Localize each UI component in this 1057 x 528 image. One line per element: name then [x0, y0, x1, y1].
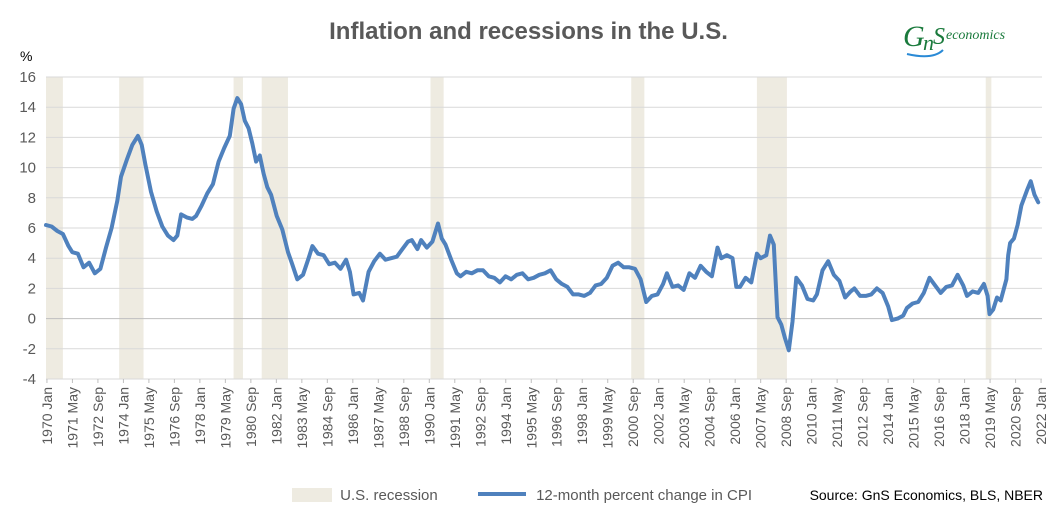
- x-tick-label: 1999 May: [600, 387, 616, 448]
- x-tick-label: 1983 May: [294, 387, 310, 448]
- x-tick-label: 2014 Jan: [880, 387, 896, 445]
- x-tick-label: 1988 Sep: [396, 387, 412, 447]
- legend-series-swatch: [477, 492, 526, 496]
- x-tick-label: 1987 May: [370, 387, 386, 448]
- svg-text:G: G: [903, 20, 925, 53]
- source-note: Source: GnS Economics, BLS, NBER: [809, 487, 1043, 503]
- x-tick-label: 1980 Sep: [243, 387, 259, 447]
- x-tick-label: 1975 May: [141, 387, 157, 448]
- x-tick-label: 2012 Sep: [855, 387, 871, 447]
- y-tick-label: 0: [28, 311, 36, 328]
- x-tick-label: 1992 Sep: [472, 387, 488, 447]
- y-tick-label: 12: [19, 129, 36, 146]
- series-line: [44, 96, 1041, 353]
- legend-recession-swatch: [292, 488, 332, 502]
- x-tick-label: 2018 Jan: [957, 387, 973, 445]
- logo-wordmark: economics: [946, 28, 1006, 43]
- y-tick-label: -2: [23, 341, 36, 358]
- x-tick-label: 2006 Jan: [727, 387, 743, 445]
- x-tick-label: 2000 Sep: [625, 387, 641, 447]
- x-tick-label: 1994 Jan: [498, 387, 514, 445]
- x-tick-label: 2004 Sep: [702, 387, 718, 447]
- x-tick-label: 1986 Jan: [345, 387, 361, 445]
- svg-text:S: S: [933, 24, 945, 50]
- x-tick-label: 2022 Jan: [1033, 387, 1049, 445]
- chart-title: Inflation and recessions in the U.S.: [329, 18, 728, 45]
- x-tick-label: 1979 May: [217, 387, 233, 448]
- gridlines: [46, 76, 1042, 380]
- y-tick-label: -4: [23, 371, 36, 388]
- y-axis-label: %: [20, 48, 32, 64]
- x-tick-label: 2020 Sep: [1008, 387, 1024, 447]
- y-tick-label: 2: [28, 280, 36, 297]
- x-tick-label: 1984 Sep: [319, 387, 335, 447]
- x-tick-label: 2007 May: [753, 387, 769, 448]
- x-tick-label: 1971 May: [64, 387, 80, 448]
- x-tick-label: 1972 Sep: [90, 387, 106, 447]
- axes: -4 -2 0 2 4 6 8 10 12 14 16 1970 Jan 1971 May 1972 Se…: [19, 69, 1049, 448]
- svg-text:n: n: [923, 30, 934, 55]
- x-tick-label: 2015 May: [906, 387, 922, 448]
- x-tick-label: 1982 Jan: [268, 387, 284, 445]
- y-tick-label: 8: [28, 190, 36, 207]
- y-tick-label: 10: [19, 160, 36, 177]
- x-tick-label: 2019 May: [982, 387, 998, 448]
- x-tick-label: 1976 Sep: [166, 387, 182, 447]
- x-tick-label: 2003 May: [676, 387, 692, 448]
- x-tick-label: 1990 Jan: [421, 387, 437, 445]
- gns-logo-icon: G n S: [903, 20, 945, 58]
- x-tick-label: 1978 Jan: [192, 387, 208, 445]
- x-tick-label: 1991 May: [447, 387, 463, 448]
- x-tick-label: 2008 Sep: [778, 387, 794, 447]
- y-tick-label: 6: [28, 220, 36, 237]
- legend-series-label: 12-month percent change in CPI: [536, 487, 753, 504]
- y-tick-label: 4: [28, 250, 36, 267]
- legend-recession-label: U.S. recession: [340, 487, 438, 504]
- x-tick-label: 1996 Sep: [549, 387, 565, 447]
- x-tick-label: 2002 Jan: [651, 387, 667, 445]
- x-tick-label: 1974 Jan: [115, 387, 131, 445]
- x-tick-label: 1998 Jan: [574, 387, 590, 445]
- y-tick-label: 16: [19, 69, 36, 86]
- legend: U.S. recession 12-month percent change i…: [292, 487, 752, 504]
- x-tick-label: 1970 Jan: [39, 387, 55, 445]
- x-tick-label: 1995 May: [523, 387, 539, 448]
- y-tick-label: 14: [19, 99, 36, 116]
- cpi-series: [44, 96, 1041, 353]
- x-tick-label: 2016 Sep: [931, 387, 947, 447]
- x-tick-label: 2010 Jan: [804, 387, 820, 445]
- x-tick-label: 2011 May: [829, 387, 845, 447]
